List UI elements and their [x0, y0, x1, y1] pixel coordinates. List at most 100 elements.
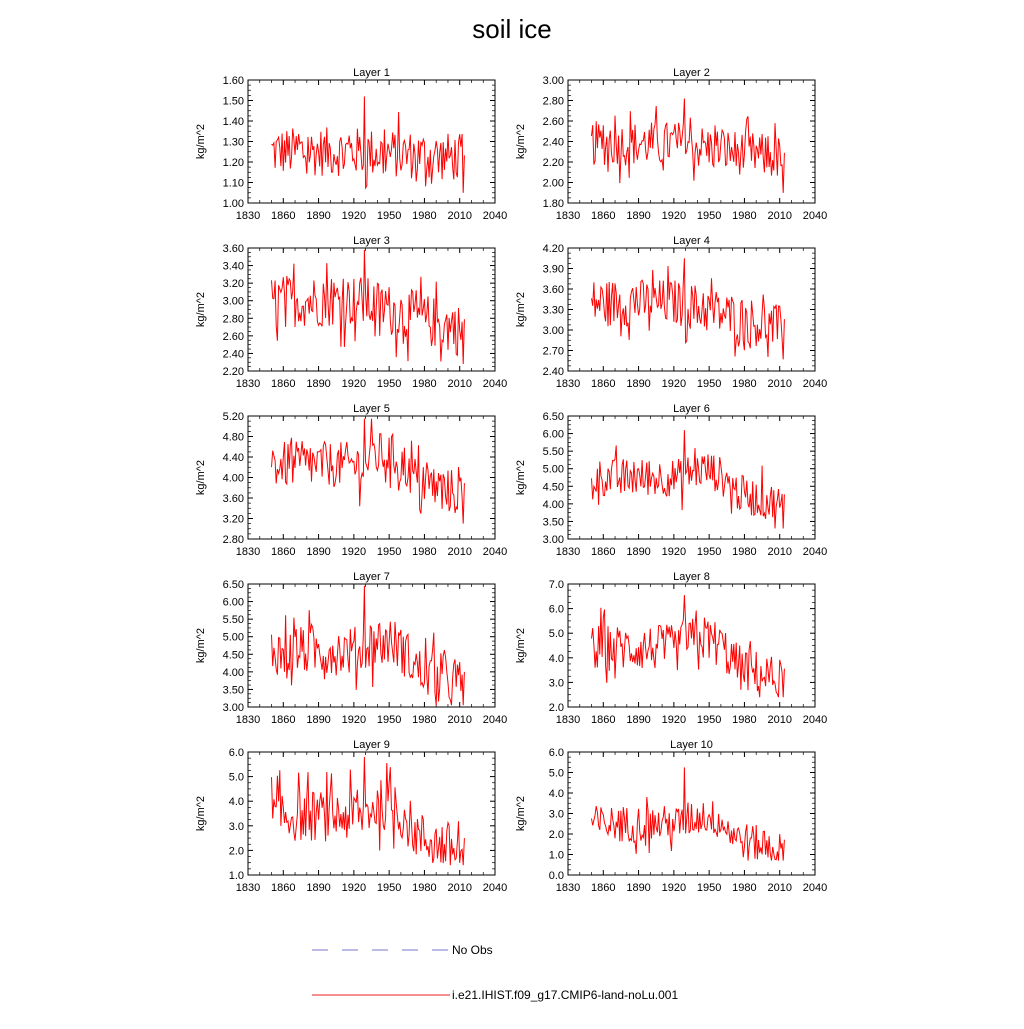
x-tick-label: 1830 — [556, 714, 580, 726]
x-tick-label: 1980 — [412, 882, 436, 894]
chart-panel-8: Layer 8 kg/m^2 2.0 3.0 4.0 5.0 6.0 7.0 1830 1860 1… — [515, 571, 827, 726]
y-tick-label: 6.0 — [229, 747, 244, 759]
y-tick-label: 1.50 — [223, 96, 244, 108]
x-tick-label: 1890 — [626, 714, 650, 726]
chart-panel-4: Layer 4 kg/m^2 2.40 2.70 3.00 3.30 3.60 3.90 4.2… — [515, 235, 827, 390]
y-tick-label: 4.0 — [549, 653, 564, 665]
series-line — [591, 595, 785, 698]
y-axis-label: kg/m^2 — [515, 460, 527, 495]
y-tick-label: 5.0 — [549, 628, 564, 640]
y-tick-label: 5.00 — [543, 464, 564, 476]
x-tick-label: 1830 — [556, 546, 580, 558]
chart-panel-6: Layer 6 kg/m^2 3.00 3.50 4.00 4.50 5.00 5.50 6.0… — [515, 403, 827, 558]
series-line — [271, 585, 465, 706]
y-tick-label: 1.30 — [223, 137, 244, 149]
x-tick-label: 2010 — [767, 882, 791, 894]
y-tick-label: 6.50 — [543, 411, 564, 423]
y-tick-label: 1.80 — [543, 198, 564, 210]
x-tick-label: 1890 — [626, 546, 650, 558]
y-axis-label: kg/m^2 — [195, 796, 207, 831]
series-line — [271, 96, 465, 193]
x-tick-label: 1920 — [342, 546, 366, 558]
y-axis-label: kg/m^2 — [195, 124, 207, 159]
y-tick-label: 1.10 — [223, 178, 244, 190]
y-tick-label: 1.00 — [223, 198, 244, 210]
series-line — [271, 418, 465, 524]
chart-panel-5: Layer 5 kg/m^2 2.80 3.20 3.60 4.00 4.40 4.80 5.2… — [195, 403, 507, 558]
y-tick-label: 2.80 — [543, 96, 564, 108]
x-tick-label: 2010 — [767, 210, 791, 222]
y-tick-label: 3.0 — [229, 821, 244, 833]
y-axis-label: kg/m^2 — [515, 124, 527, 159]
x-tick-label: 2040 — [483, 210, 507, 222]
panel-title: Layer 10 — [670, 739, 713, 751]
x-tick-label: 1830 — [236, 378, 260, 390]
y-tick-label: 3.00 — [223, 702, 244, 714]
series-line — [591, 767, 785, 861]
x-tick-label: 1950 — [697, 882, 721, 894]
y-tick-label: 2.20 — [543, 157, 564, 169]
y-axis-label: kg/m^2 — [195, 460, 207, 495]
x-tick-label: 1920 — [662, 210, 686, 222]
y-tick-label: 1.40 — [223, 116, 244, 128]
chart-panel-10: Layer 10 kg/m^2 0.0 1.0 2.0 3.0 4.0 5.0 6.0 1830 1… — [515, 739, 827, 894]
x-tick-label: 1860 — [271, 210, 295, 222]
series-line — [591, 430, 785, 529]
chart-panel-2: Layer 2 kg/m^2 1.80 2.00 2.20 2.40 2.60 2.80 3.0… — [515, 67, 827, 222]
y-tick-label: 2.0 — [549, 702, 564, 714]
x-tick-label: 1890 — [306, 210, 330, 222]
x-tick-label: 2040 — [483, 378, 507, 390]
x-tick-label: 1980 — [732, 378, 756, 390]
x-tick-label: 1860 — [271, 546, 295, 558]
y-tick-label: 2.40 — [223, 348, 244, 360]
x-tick-label: 1920 — [662, 882, 686, 894]
y-tick-label: 3.40 — [223, 261, 244, 273]
panel-title: Layer 8 — [673, 571, 710, 583]
series-line — [271, 249, 465, 365]
x-tick-label: 1830 — [236, 714, 260, 726]
main-title: soil ice — [472, 14, 552, 44]
y-tick-label: 4.50 — [543, 481, 564, 493]
y-tick-label: 4.00 — [543, 499, 564, 511]
y-tick-label: 1.60 — [223, 75, 244, 87]
x-tick-label: 1950 — [377, 546, 401, 558]
x-tick-label: 2040 — [803, 210, 827, 222]
chart-panel-3: Layer 3 kg/m^2 2.20 2.40 2.60 2.80 3.00 3.20 3.4… — [195, 235, 507, 390]
panel-title: Layer 1 — [353, 67, 390, 79]
y-tick-label: 1.0 — [549, 850, 564, 862]
x-tick-label: 1890 — [306, 714, 330, 726]
y-tick-label: 4.40 — [223, 452, 244, 464]
x-tick-label: 1860 — [591, 882, 615, 894]
y-tick-label: 5.20 — [223, 411, 244, 423]
x-tick-label: 1830 — [236, 546, 260, 558]
x-tick-label: 2010 — [767, 714, 791, 726]
y-axis-label: kg/m^2 — [195, 292, 207, 327]
y-tick-label: 3.20 — [223, 278, 244, 290]
y-tick-label: 0.0 — [549, 870, 564, 882]
chart-panel-9: Layer 9 kg/m^2 1.0 2.0 3.0 4.0 5.0 6.0 1830 1860 1… — [195, 739, 507, 894]
y-tick-label: 6.00 — [543, 429, 564, 441]
y-tick-label: 3.20 — [223, 514, 244, 526]
x-tick-label: 1980 — [732, 546, 756, 558]
chart-panel-1: Layer 1 kg/m^2 1.00 1.10 1.20 1.30 1.40 1.50 1.6… — [195, 67, 507, 222]
x-tick-label: 1860 — [591, 714, 615, 726]
x-tick-label: 1830 — [236, 882, 260, 894]
y-tick-label: 5.50 — [543, 446, 564, 458]
y-tick-label: 3.60 — [223, 493, 244, 505]
y-tick-label: 2.00 — [543, 178, 564, 190]
panel-title: Layer 9 — [353, 739, 390, 751]
y-tick-label: 1.20 — [223, 157, 244, 169]
y-tick-label: 3.60 — [223, 243, 244, 255]
x-tick-label: 1980 — [412, 714, 436, 726]
x-tick-label: 1950 — [697, 378, 721, 390]
panel-title: Layer 2 — [673, 67, 710, 79]
x-tick-label: 1920 — [342, 210, 366, 222]
y-tick-label: 3.00 — [543, 325, 564, 337]
x-tick-label: 1860 — [591, 546, 615, 558]
x-tick-label: 1950 — [697, 714, 721, 726]
y-tick-label: 3.0 — [549, 809, 564, 821]
y-tick-label: 6.00 — [223, 597, 244, 609]
y-axis-label: kg/m^2 — [515, 292, 527, 327]
panel-title: Layer 5 — [353, 403, 390, 415]
x-tick-label: 2040 — [483, 546, 507, 558]
